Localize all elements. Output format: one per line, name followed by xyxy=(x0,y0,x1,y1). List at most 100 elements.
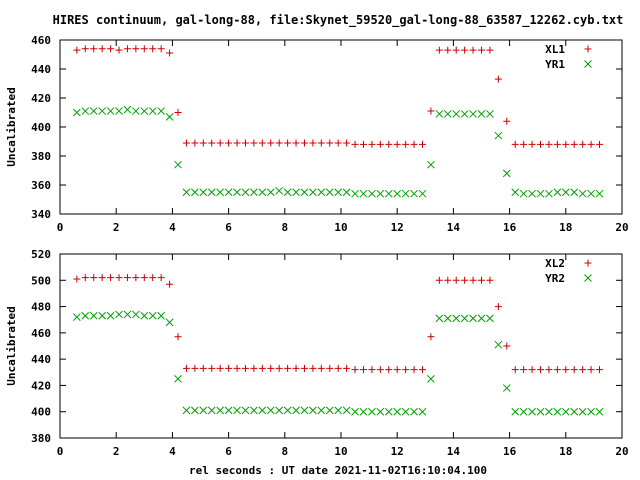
data-point-yr2 xyxy=(342,406,351,415)
data-point-yr2 xyxy=(351,407,359,416)
data-point-yr2 xyxy=(443,314,452,323)
y-axis-label: Uncalibrated xyxy=(5,87,18,166)
data-point-xl2 xyxy=(275,364,283,372)
data-point-yr2 xyxy=(148,311,157,320)
x-tick-label: 8 xyxy=(281,221,288,234)
y-tick-label: 420 xyxy=(31,379,51,392)
data-point-yr1 xyxy=(115,107,123,115)
data-point-xl1 xyxy=(216,139,224,147)
data-point-xl2 xyxy=(469,276,477,284)
data-point-xl1 xyxy=(208,139,216,147)
data-point-yr2 xyxy=(553,407,562,416)
data-point-yr1 xyxy=(148,107,157,115)
data-point-yr2 xyxy=(250,406,258,415)
data-point-xl2 xyxy=(250,364,258,372)
y-tick-label: 520 xyxy=(31,248,51,261)
data-point-xl1 xyxy=(157,45,165,53)
data-point-yr2 xyxy=(410,407,418,416)
data-point-xl2 xyxy=(351,366,359,374)
x-tick-label: 18 xyxy=(559,445,572,458)
data-point-yr2 xyxy=(115,310,123,319)
data-point-xl2 xyxy=(486,276,494,284)
data-point-yr2 xyxy=(334,406,343,415)
data-point-yr2 xyxy=(157,311,166,320)
data-point-xl2 xyxy=(208,364,216,372)
data-point-xl2 xyxy=(368,366,376,374)
data-point-xl2 xyxy=(444,276,452,284)
data-point-yr1 xyxy=(368,189,376,198)
x-tick-label: 8 xyxy=(281,445,288,458)
data-point-xl1 xyxy=(520,140,528,148)
data-point-yr2 xyxy=(393,407,402,416)
y-tick-label: 380 xyxy=(31,432,51,445)
data-point-xl2 xyxy=(225,364,233,372)
data-point-yr2 xyxy=(435,314,444,323)
x-tick-label: 0 xyxy=(57,221,64,234)
x-tick-label: 10 xyxy=(334,445,347,458)
data-point-xl2 xyxy=(359,366,367,374)
data-point-xl1 xyxy=(174,109,182,116)
legend-label-xl1: XL1 xyxy=(545,43,565,56)
data-point-yr1 xyxy=(140,107,149,115)
data-point-yr2 xyxy=(384,407,393,416)
data-point-yr2 xyxy=(241,406,250,415)
series-yr1 xyxy=(73,105,604,198)
data-point-yr1 xyxy=(342,188,351,197)
data-point-xl2 xyxy=(174,333,182,341)
data-point-yr2 xyxy=(224,406,233,415)
data-point-xl1 xyxy=(233,139,241,147)
data-point-yr1 xyxy=(469,110,477,118)
y-tick-label: 380 xyxy=(31,150,51,163)
data-point-yr1 xyxy=(334,188,343,197)
data-point-yr2 xyxy=(199,406,208,415)
data-point-xl2 xyxy=(385,366,393,374)
data-point-yr2 xyxy=(368,407,376,416)
data-point-yr1 xyxy=(182,188,191,197)
data-point-xl2 xyxy=(503,342,511,350)
data-point-xl2 xyxy=(149,274,157,282)
data-point-yr2 xyxy=(123,310,132,319)
data-point-xl1 xyxy=(427,107,435,115)
data-point-yr1 xyxy=(250,188,258,197)
data-point-yr2 xyxy=(519,407,528,416)
data-point-xl1 xyxy=(73,46,81,54)
y-tick-label: 420 xyxy=(31,92,51,105)
data-point-xl1 xyxy=(292,139,300,147)
data-point-yr2 xyxy=(140,311,149,320)
data-point-yr1 xyxy=(578,189,587,198)
data-point-xl1 xyxy=(545,140,553,148)
data-point-xl2 xyxy=(579,366,587,374)
x-tick-label: 14 xyxy=(447,221,461,234)
data-point-xl1 xyxy=(191,139,199,147)
data-point-xl1 xyxy=(132,45,140,53)
data-point-yr2 xyxy=(309,406,317,415)
data-point-yr2 xyxy=(401,407,410,416)
data-point-xl2 xyxy=(191,364,199,372)
data-point-yr2 xyxy=(216,406,225,415)
data-point-yr1 xyxy=(401,189,410,198)
legend-marker-yr1 xyxy=(584,60,592,68)
y-tick-label: 400 xyxy=(31,121,51,134)
x-tick-label: 2 xyxy=(113,221,120,234)
y-axis-label: Uncalibrated xyxy=(5,306,18,385)
data-point-yr1 xyxy=(106,107,115,115)
x-tick-label: 0 xyxy=(57,445,64,458)
data-point-xl2 xyxy=(511,366,519,374)
data-point-yr2 xyxy=(502,384,511,392)
data-point-xl2 xyxy=(343,364,351,372)
data-point-yr2 xyxy=(545,407,553,416)
data-point-yr1 xyxy=(207,188,216,197)
x-tick-label: 18 xyxy=(559,221,572,234)
data-point-xl1 xyxy=(225,139,233,147)
data-point-yr1 xyxy=(486,110,494,118)
data-point-yr1 xyxy=(410,189,418,198)
data-point-xl1 xyxy=(587,140,595,148)
data-point-xl2 xyxy=(107,274,115,282)
data-point-yr1 xyxy=(199,188,208,197)
data-point-xl1 xyxy=(107,45,115,53)
data-point-yr2 xyxy=(292,406,300,415)
data-point-xl1 xyxy=(149,45,157,53)
data-point-xl2 xyxy=(478,276,485,284)
data-point-yr1 xyxy=(266,188,275,197)
data-point-xl2 xyxy=(545,366,553,374)
